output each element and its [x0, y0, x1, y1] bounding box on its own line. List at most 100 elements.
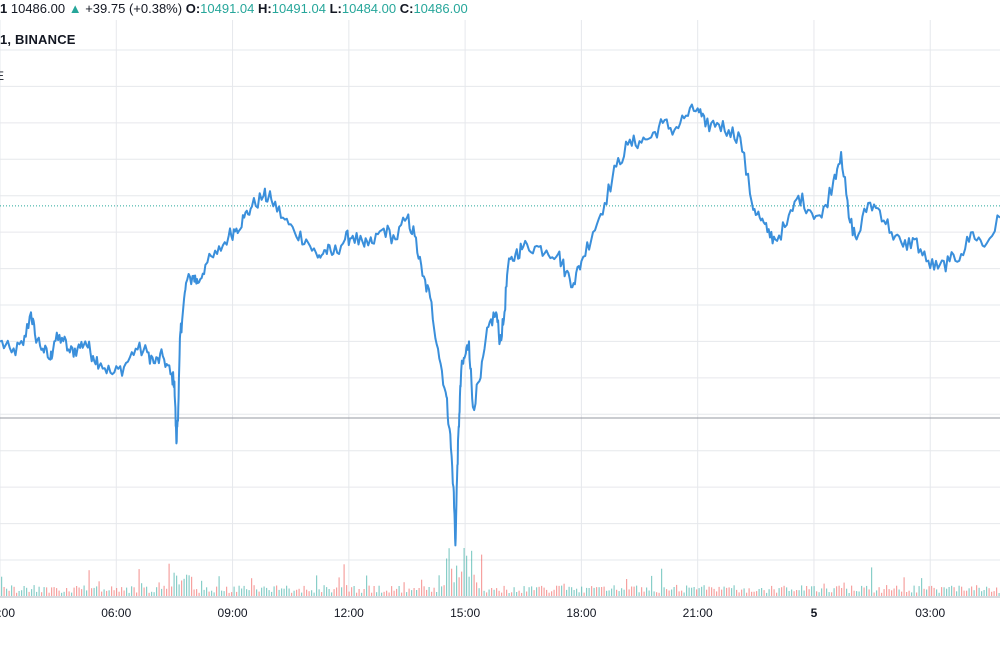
volume-bar	[631, 586, 633, 596]
volume-bar	[158, 582, 160, 596]
volume-bar	[101, 591, 103, 596]
volume-bar	[533, 590, 535, 596]
volume-bar	[731, 588, 733, 596]
volume-bar	[991, 591, 993, 596]
volume-bar	[543, 587, 545, 596]
volume-bar	[456, 565, 458, 596]
volume-bar	[186, 574, 188, 596]
volume-bar	[451, 568, 453, 596]
volume-bar	[673, 587, 675, 596]
volume-bar	[178, 584, 180, 596]
volume-bar	[703, 585, 705, 596]
volume-bar	[438, 575, 440, 596]
volume-bar	[671, 589, 673, 596]
volume-bar	[938, 592, 940, 596]
volume-bar	[878, 587, 880, 596]
volume-bar	[193, 589, 195, 596]
volume-bar	[656, 592, 658, 596]
volume-bar	[483, 590, 485, 596]
volume-bar	[658, 592, 660, 596]
volume-bar	[96, 586, 98, 596]
volume-bar	[418, 588, 420, 596]
volume-bar	[953, 587, 955, 596]
volume-bar	[536, 587, 538, 596]
volume-bar	[706, 589, 708, 596]
volume-bar	[153, 592, 155, 596]
volume-bar	[243, 585, 245, 596]
volume-bar	[756, 591, 758, 596]
volume-bar	[596, 587, 598, 596]
volume-bar	[241, 588, 243, 596]
volume-bar	[913, 585, 915, 596]
volume-bar	[496, 588, 498, 596]
volume-bar	[981, 591, 983, 596]
volume-bar	[801, 585, 803, 596]
volume-bar	[696, 589, 698, 596]
volume-bar	[776, 592, 778, 596]
volume-bar	[381, 592, 383, 596]
volume-bar	[511, 592, 513, 596]
volume-bar	[746, 592, 748, 596]
volume-bar	[521, 592, 523, 596]
volume-bar	[508, 593, 510, 596]
volume-bar	[791, 589, 793, 596]
volume-bar	[526, 591, 528, 596]
volume-bar	[128, 592, 130, 596]
volume-bar	[111, 586, 113, 596]
volume-bar	[693, 587, 695, 596]
volume-bar	[911, 592, 913, 596]
volume-bar	[916, 592, 918, 596]
volume-bar	[926, 589, 928, 596]
volume-bar	[941, 587, 943, 596]
volume-bar	[561, 585, 563, 596]
volume-bar	[253, 585, 255, 596]
volume-bar	[41, 592, 43, 596]
volume-bar	[538, 586, 540, 596]
volume-bar	[973, 590, 975, 596]
volume-bar	[758, 589, 760, 596]
volume-bar	[251, 578, 253, 596]
volume-bar	[966, 590, 968, 596]
volume-bar	[1, 576, 3, 596]
volume-bar	[763, 590, 765, 596]
volume-bar	[698, 588, 700, 596]
volume-bar	[818, 592, 820, 596]
volume-bar	[246, 589, 248, 596]
volume-bar	[848, 593, 850, 596]
volume-bar	[213, 592, 215, 596]
volume-bar	[636, 585, 638, 596]
volume-bar	[823, 583, 825, 596]
volume-bar	[176, 575, 178, 596]
volume-bar	[376, 592, 378, 596]
volume-bar	[218, 576, 220, 596]
volume-bar	[713, 588, 715, 596]
volume-bar	[428, 587, 430, 596]
volume-bar	[983, 590, 985, 596]
volume-bar	[921, 578, 923, 596]
volume-bar	[866, 585, 868, 596]
volume-bar	[828, 592, 830, 596]
volume-bar	[98, 581, 100, 596]
symbol-header: 1 10486.00 ▲ +39.75 (+0.38%) O:10491.04 …	[0, 0, 1000, 20]
volume-bar	[133, 587, 135, 596]
volume-bar	[976, 585, 978, 596]
volume-bar	[266, 587, 268, 596]
volume-bar	[198, 592, 200, 596]
volume-bar	[38, 586, 40, 596]
volume-bar	[766, 592, 768, 596]
volume-bar	[826, 588, 828, 596]
high-label: H:	[258, 1, 272, 16]
volume-bar	[136, 592, 138, 596]
volume-bar	[58, 590, 60, 596]
volume-bar	[958, 585, 960, 596]
volume-bar	[603, 586, 605, 596]
volume-bar	[43, 587, 45, 596]
volume-bar	[873, 592, 875, 596]
volume-bar	[121, 587, 123, 596]
volume-bar	[688, 587, 690, 596]
volume-bar	[46, 587, 48, 596]
x-tick-label: 09:00	[218, 606, 248, 620]
volume-bar	[528, 587, 530, 596]
volume-bar	[618, 591, 620, 596]
